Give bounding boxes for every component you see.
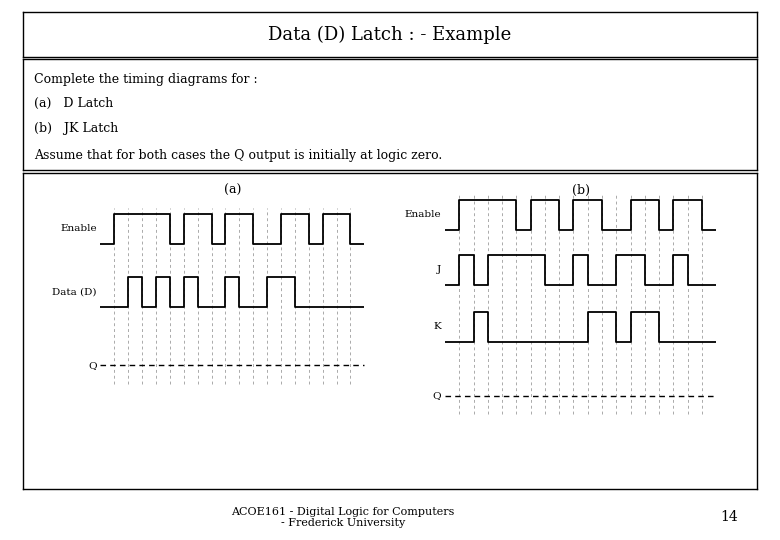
Text: Q: Q: [88, 361, 97, 370]
Text: Assume that for both cases the Q output is initially at logic zero.: Assume that for both cases the Q output …: [34, 149, 442, 162]
Text: 14: 14: [721, 510, 738, 524]
Text: Enable: Enable: [60, 225, 97, 233]
Text: Enable: Enable: [405, 210, 441, 219]
Text: (b)   JK Latch: (b) JK Latch: [34, 122, 119, 134]
Text: (b): (b): [572, 184, 590, 197]
Text: Data (D): Data (D): [52, 288, 97, 296]
Text: (a): (a): [224, 184, 241, 197]
Text: (a)   D Latch: (a) D Latch: [34, 97, 114, 110]
Text: J: J: [437, 266, 441, 274]
Text: K: K: [434, 322, 441, 332]
Text: Complete the timing diagrams for :: Complete the timing diagrams for :: [34, 73, 258, 86]
Text: Q: Q: [433, 391, 441, 400]
Text: ACOE161 - Digital Logic for Computers
- Frederick University: ACOE161 - Digital Logic for Computers - …: [232, 507, 455, 528]
Text: Data (D) Latch : - Example: Data (D) Latch : - Example: [268, 25, 512, 44]
